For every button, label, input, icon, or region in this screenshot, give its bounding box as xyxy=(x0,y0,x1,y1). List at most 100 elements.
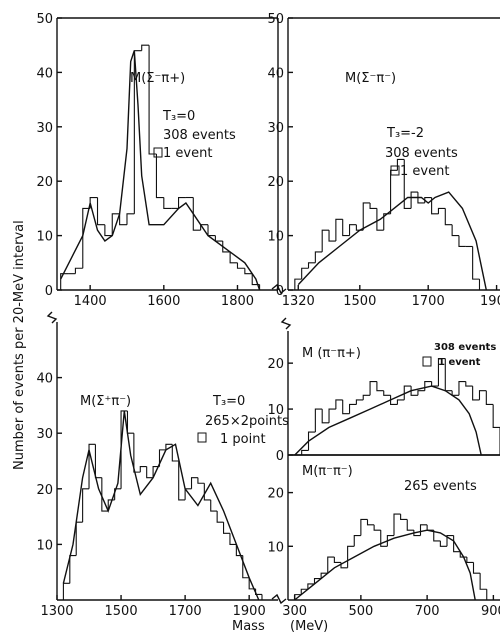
histogram-bin xyxy=(60,273,69,290)
axis-break-mark xyxy=(271,593,287,605)
histogram-bin xyxy=(465,381,473,387)
legend-box-icon xyxy=(422,356,432,367)
histogram-bin xyxy=(294,594,302,600)
histogram-bin xyxy=(321,229,330,252)
histogram-bin xyxy=(320,572,328,579)
axis-break-mark xyxy=(280,317,292,330)
panel-annotation: T₃=0 xyxy=(162,109,195,124)
histogram-bin xyxy=(120,410,128,489)
fit-curve xyxy=(297,191,487,291)
histogram-bin xyxy=(155,154,164,199)
histogram-bin xyxy=(207,224,216,237)
histogram-bin xyxy=(479,573,487,590)
histogram-bin xyxy=(104,224,113,237)
histogram-bin xyxy=(214,235,223,242)
panel-annotation: 308 events xyxy=(163,128,236,143)
histogram-bin xyxy=(244,268,253,275)
histogram-bin xyxy=(119,213,127,226)
panel-title: M(Σ⁻π⁻) xyxy=(345,71,396,86)
histogram-bin xyxy=(380,530,388,547)
histogram-bin xyxy=(472,246,480,280)
histogram-bin xyxy=(396,158,405,171)
histogram-bin xyxy=(393,513,401,536)
panel-annotation: 308 events xyxy=(434,342,496,353)
x-tick-label: 900 xyxy=(481,604,500,619)
x-tick-label: 1800 xyxy=(221,294,254,309)
histogram-bin xyxy=(69,554,77,584)
x-tick-label: 1600 xyxy=(147,294,180,309)
panel-title: M (π⁻π+) xyxy=(302,346,361,361)
histogram-bin xyxy=(236,262,245,269)
panel-p4: 0 10 20 M (π⁻π+) 308 events 1 event xyxy=(267,331,500,464)
histogram-bin xyxy=(190,477,198,489)
histogram-bin xyxy=(446,535,454,547)
histogram-bin xyxy=(444,208,453,226)
histogram-bin xyxy=(431,381,439,387)
histogram-bin xyxy=(126,410,134,434)
histogram-bin xyxy=(171,444,179,462)
y-tick-label: 40 xyxy=(267,66,284,81)
histogram-bin xyxy=(314,408,323,433)
histogram-bin xyxy=(383,213,391,231)
panel-annotation: 1 point xyxy=(220,432,266,447)
y-tick-label: 30 xyxy=(267,121,284,136)
histogram-bin xyxy=(335,218,343,242)
histogram-bin xyxy=(197,477,205,484)
histogram-bin xyxy=(152,466,160,478)
histogram-bin xyxy=(203,483,211,501)
histogram-bin xyxy=(314,251,323,263)
histogram-bin xyxy=(383,390,391,396)
histogram-bin xyxy=(390,395,398,406)
y-tick-label: 30 xyxy=(36,427,53,442)
histogram-bin xyxy=(223,522,230,534)
histogram-bin xyxy=(62,582,70,600)
y-tick-label: 10 xyxy=(36,538,53,553)
fit-curve xyxy=(62,410,260,601)
histogram-bin xyxy=(74,267,83,274)
histogram-bin xyxy=(222,241,231,253)
histogram-bin xyxy=(396,399,405,405)
histogram-bin xyxy=(485,390,494,406)
x-tick-label: 500 xyxy=(348,604,373,619)
panel-title: M(π⁻π⁻) xyxy=(302,464,353,479)
histogram-bin xyxy=(348,403,357,414)
panel-annotation: 1 event xyxy=(400,164,449,179)
histogram-bin xyxy=(229,251,238,264)
y-tick-label: 40 xyxy=(36,372,53,387)
panel-annotation: 1 event xyxy=(163,146,212,161)
histogram-bin xyxy=(362,202,371,231)
panel-annotation: 308 events xyxy=(385,146,458,161)
histogram-bin xyxy=(301,267,309,280)
histogram-bin xyxy=(139,466,147,473)
legend-box-icon xyxy=(153,147,163,158)
histogram-bin xyxy=(410,386,418,396)
histogram-bin xyxy=(328,230,336,242)
x-tick-label: 1400 xyxy=(74,294,107,309)
histogram-bin xyxy=(348,224,357,236)
histogram-bin xyxy=(82,488,90,523)
fit-curve xyxy=(294,529,476,601)
histogram-bin xyxy=(301,449,309,455)
histogram-bin xyxy=(88,443,96,489)
histogram-bin xyxy=(439,540,447,547)
y-tick-label: 20 xyxy=(267,487,284,502)
histogram-bin xyxy=(307,583,315,590)
histogram-bin xyxy=(126,213,135,225)
panel-p1: 0 10 20 30 40 50 1400 1600 1800 M(Σ⁻π+) T₃=0 308 ev… xyxy=(36,12,279,309)
y-tick-label: 30 xyxy=(36,121,53,136)
histogram-bin xyxy=(426,524,434,531)
axis-break-mark xyxy=(271,283,287,295)
y-axis-label: Number of events per 20-MeV interval xyxy=(12,220,27,470)
histogram-bin xyxy=(403,385,412,400)
histogram-bin xyxy=(437,207,446,214)
histogram-bin xyxy=(114,488,122,500)
histogram-bin xyxy=(386,535,394,547)
histogram-bin xyxy=(369,202,377,209)
axis-break-mark xyxy=(46,311,58,324)
histogram-bin xyxy=(146,466,154,479)
histogram-bin xyxy=(342,219,350,237)
x-tick-label: 1700 xyxy=(169,604,202,619)
histogram-bin xyxy=(342,399,350,415)
panel-title: M(Σ⁺π⁻) xyxy=(80,394,131,409)
